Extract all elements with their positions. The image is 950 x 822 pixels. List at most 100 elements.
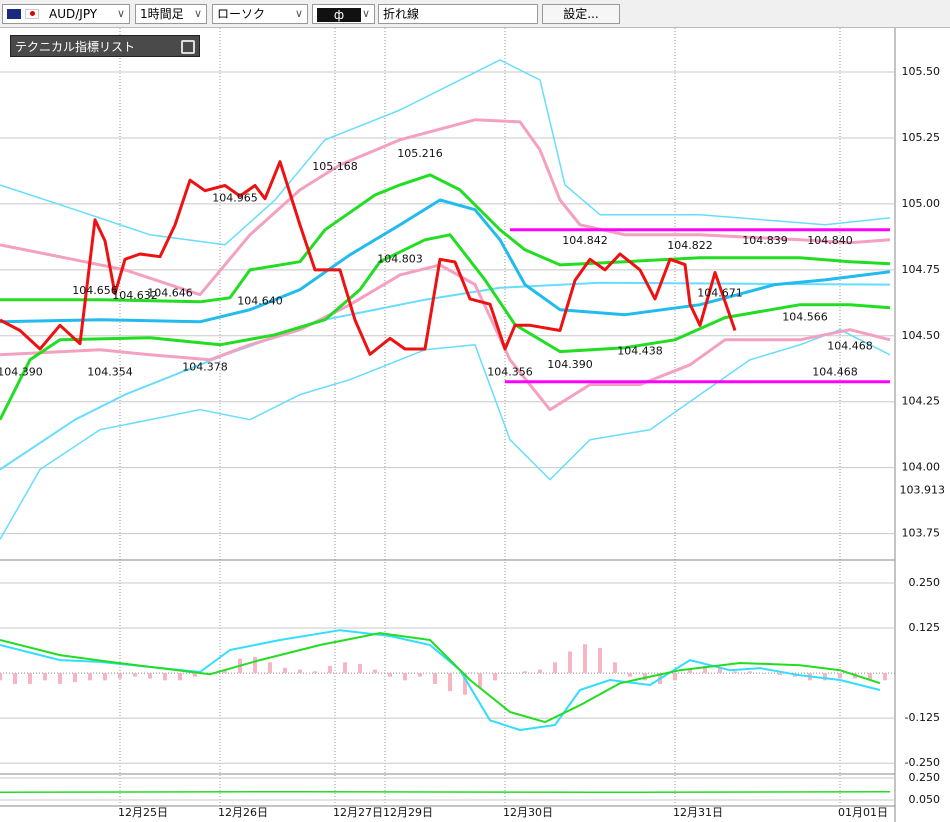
collapse-icon [181, 40, 195, 54]
histogram-bar [463, 673, 467, 695]
x-tick-label: 12月30日 [503, 806, 553, 819]
price-annotation: 105.168 [312, 160, 358, 173]
price-annotation: 104.378 [182, 360, 228, 373]
histogram-bar [193, 673, 197, 677]
histogram-bar [133, 673, 137, 677]
series-line [0, 281, 891, 471]
histogram-bar [643, 673, 647, 681]
histogram-bar [298, 669, 302, 674]
y-tick-label: 103.75 [902, 527, 941, 540]
price-annotation: 104.632 [112, 289, 158, 302]
histogram-bar [718, 667, 722, 674]
histogram-bar [313, 671, 317, 674]
y-tick-label: 104.50 [902, 329, 941, 342]
price-annotation: 104.640 [237, 295, 283, 308]
series-line [0, 118, 891, 297]
settings-button[interactable]: 設定... [542, 4, 620, 24]
histogram-bar [328, 665, 332, 674]
y-tick-label: 0.125 [909, 621, 941, 634]
price-annotation: 104.566 [782, 310, 828, 323]
histogram-bar [418, 673, 422, 677]
histogram-bar [283, 667, 287, 674]
price-annotation: 104.468 [827, 339, 873, 352]
histogram-bar [13, 673, 17, 684]
histogram-bar [448, 673, 452, 692]
histogram-bar [823, 673, 827, 681]
histogram-bar [553, 662, 557, 674]
histogram-bar [0, 673, 2, 681]
price-marker: 103.913 [900, 484, 946, 497]
y-tick-label: 104.75 [902, 263, 941, 276]
histogram-bar [883, 673, 887, 681]
histogram-bar [253, 656, 257, 674]
histogram-bar [748, 671, 752, 674]
settings: 設定... [563, 7, 599, 21]
y-tick-label: -0.125 [905, 711, 940, 724]
series-line [0, 263, 891, 412]
series-line [0, 173, 891, 304]
y-tick-label: 0.250 [909, 576, 941, 589]
histogram-bar [373, 669, 377, 674]
price-annotation: 104.842 [562, 234, 608, 247]
series-line [0, 629, 881, 731]
histogram-bar [268, 662, 272, 674]
histogram-bar [763, 673, 767, 674]
x-tick-label: 12月26日 [218, 806, 268, 819]
histogram-bar [343, 662, 347, 674]
histogram-bar [433, 673, 437, 684]
price-annotation: 104.965 [212, 192, 258, 205]
histogram-bar [688, 669, 692, 674]
price-annotation: 104.656 [72, 284, 118, 297]
y-tick-label: 105.00 [902, 197, 941, 210]
price-annotation: 104.438 [617, 345, 663, 358]
series-line [0, 328, 891, 540]
x-tick-label: 12月25日 [118, 806, 168, 819]
histogram-bar [58, 673, 62, 684]
price-annotation: 104.671 [697, 287, 743, 300]
y-tick-label: 104.00 [902, 461, 941, 474]
y-tick-label: 0.050 [909, 793, 941, 806]
histogram-bar [838, 673, 842, 679]
histogram-bar [583, 644, 587, 674]
y-tick-label: 105.50 [902, 65, 941, 78]
series-line [0, 790, 891, 794]
x-tick-label: 01月01日 [838, 806, 888, 819]
y-tick-label: 104.25 [902, 395, 941, 408]
histogram-bar [478, 673, 482, 688]
histogram-bar [163, 673, 167, 681]
histogram-bar [403, 673, 407, 681]
indicator-list[interactable]: テクニカル指標リスト [10, 35, 200, 57]
symbol-select[interactable]: AUD/JPY [2, 4, 130, 24]
chart-style: ローソク [217, 7, 266, 21]
histogram-bar [508, 673, 512, 674]
price-annotation: 104.822 [667, 239, 713, 252]
histogram-bar [673, 673, 677, 681]
price-annotation: 104.354 [87, 366, 133, 379]
flag-au [7, 9, 21, 19]
indicator-list-title: テクニカル指標リスト [15, 40, 136, 54]
histogram-bar [523, 671, 527, 674]
histogram-bar [358, 664, 362, 674]
histogram-bar [598, 647, 602, 674]
histogram-bar [628, 673, 632, 677]
color-select[interactable]: ф [312, 4, 375, 24]
timeframe: 1時間足 [140, 7, 184, 21]
histogram-bar [868, 673, 872, 681]
price-annotation: 104.646 [147, 287, 193, 300]
style-select[interactable]: ローソク [212, 4, 308, 24]
flag-jp [25, 9, 39, 19]
histogram-bar [733, 671, 737, 674]
histogram-bar [388, 673, 392, 677]
y-tick-label: -0.250 [905, 756, 940, 769]
x-tick-label: 12月31日 [673, 806, 723, 819]
histogram-bar [88, 673, 92, 681]
timeframe-select[interactable]: 1時間足 [135, 4, 207, 24]
histogram-bar [223, 669, 227, 674]
symbol: AUD/JPY [49, 7, 98, 21]
series-line [0, 160, 737, 356]
overlay-field[interactable]: 折れ線 [378, 4, 538, 24]
histogram-bar [28, 673, 32, 684]
price-annotation: 104.390 [0, 366, 43, 379]
histogram-bar [73, 673, 77, 683]
